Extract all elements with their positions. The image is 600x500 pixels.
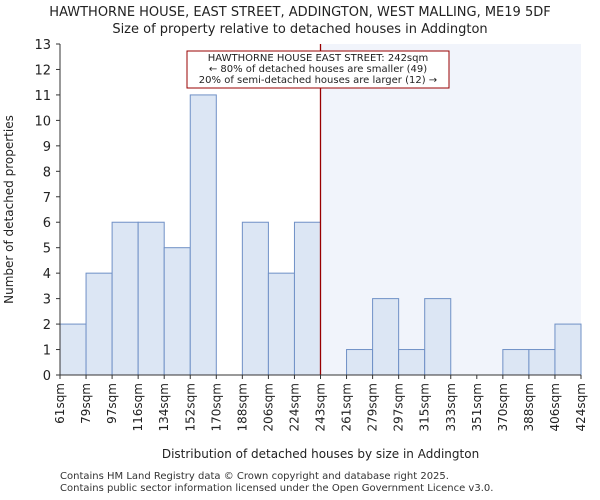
- chart-title: HAWTHORNE HOUSE, EAST STREET, ADDINGTON,…: [49, 5, 551, 20]
- y-tick-label: 8: [43, 165, 51, 180]
- y-tick-label: 4: [43, 267, 51, 282]
- x-tick-label: 224sqm: [287, 383, 301, 431]
- histogram-bar: [189, 94, 217, 376]
- x-tick-label: 97sqm: [105, 383, 119, 424]
- footer-attribution: Contains HM Land Registry data © Crown c…: [60, 471, 493, 495]
- chart-subtitle: Size of property relative to detached ho…: [112, 22, 488, 37]
- histogram-bar: [111, 221, 139, 376]
- y-axis-label: Number of detached properties: [2, 115, 16, 304]
- footer-line-2: Contains public sector information licen…: [60, 483, 494, 494]
- annotation-line-1: HAWTHORNE HOUSE EAST STREET: 242sqm: [208, 53, 428, 64]
- histogram-bar: [163, 247, 191, 376]
- histogram-bar: [554, 323, 582, 376]
- histogram-bar: [241, 221, 269, 376]
- histogram-bar: [59, 323, 87, 376]
- y-tick-label: 3: [43, 293, 51, 308]
- annotation-line-2: ← 80% of detached houses are smaller (49…: [209, 64, 427, 75]
- x-tick-label: 79sqm: [79, 383, 93, 424]
- x-tick-label: 370sqm: [496, 383, 510, 431]
- x-tick-label: 116sqm: [131, 383, 145, 431]
- y-tick-label: 1: [43, 344, 51, 359]
- footer-line-1: Contains HM Land Registry data © Crown c…: [60, 471, 449, 482]
- x-tick-label: 297sqm: [392, 383, 406, 431]
- x-tick-label: 170sqm: [209, 383, 223, 431]
- y-tick-label: 13: [34, 38, 51, 53]
- y-tick-label: 12: [34, 63, 51, 78]
- x-tick-label: 134sqm: [157, 383, 171, 431]
- x-tick-label: 279sqm: [366, 383, 380, 431]
- bars-group: [59, 94, 582, 376]
- y-tick-label: 5: [43, 242, 51, 257]
- histogram-bar: [293, 221, 322, 376]
- histogram-bar: [267, 272, 295, 376]
- annotation-box: HAWTHORNE HOUSE EAST STREET: 242sqm ← 80…: [186, 50, 450, 89]
- histogram-bar: [372, 298, 400, 376]
- y-tick-label: 2: [43, 318, 51, 333]
- y-tick-label: 10: [34, 114, 51, 129]
- histogram-bar: [137, 221, 165, 376]
- x-tick-label: 261sqm: [340, 383, 354, 431]
- x-tick-label: 243sqm: [314, 383, 328, 431]
- x-tick-label: 61sqm: [53, 383, 67, 424]
- chart-title-block: HAWTHORNE HOUSE, EAST STREET, ADDINGTON,…: [0, 4, 600, 38]
- y-tick-label: 6: [43, 216, 51, 231]
- x-tick-label: 206sqm: [261, 383, 275, 431]
- x-tick-label: 406sqm: [548, 383, 562, 431]
- x-axis-ticks: 61sqm 79sqm 97sqm 116sqm 134sqm 152sqm 170sqm 1…: [53, 375, 588, 431]
- x-tick-label: 351sqm: [470, 383, 484, 431]
- histogram-bar: [528, 349, 556, 376]
- histogram-bar: [346, 349, 374, 376]
- annotation-line-3: 20% of semi-detached houses are larger (…: [199, 75, 437, 86]
- y-tick-label: 9: [43, 140, 51, 155]
- x-tick-label: 188sqm: [235, 383, 249, 431]
- y-tick-label: 0: [43, 369, 51, 384]
- x-tick-label: 333sqm: [444, 383, 458, 431]
- histogram-bar: [398, 349, 426, 376]
- histogram-bar: [85, 272, 113, 376]
- y-tick-label: 7: [43, 191, 51, 206]
- x-tick-label: 152sqm: [183, 383, 197, 431]
- x-axis-label: Distribution of detached houses by size …: [162, 447, 479, 461]
- histogram-bar: [424, 298, 452, 376]
- x-tick-label: 424sqm: [574, 383, 588, 431]
- histogram-bar: [502, 349, 530, 376]
- y-tick-label: 11: [34, 89, 51, 104]
- x-tick-label: 315sqm: [418, 383, 432, 431]
- x-tick-label: 388sqm: [522, 383, 536, 431]
